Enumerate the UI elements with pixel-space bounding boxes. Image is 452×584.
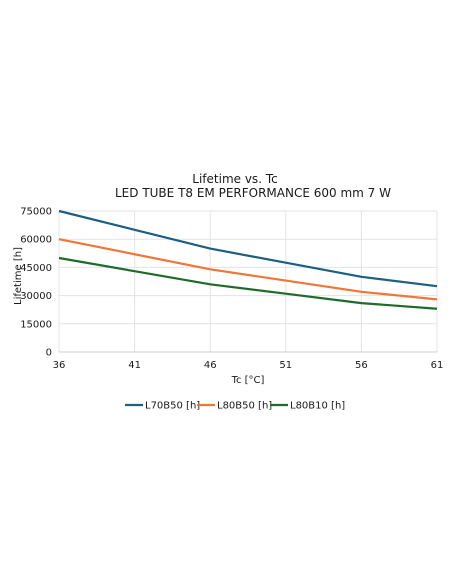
data-point	[57, 256, 62, 261]
x-tick-label: 46	[204, 360, 217, 371]
data-point	[435, 297, 440, 302]
series-lines	[57, 209, 440, 311]
legend-label: L80B10 [h]	[290, 401, 345, 412]
x-tick-label: 51	[279, 360, 292, 371]
data-point	[132, 227, 137, 232]
x-tick-label: 36	[53, 360, 66, 371]
y-tick-label: 75000	[20, 207, 52, 218]
data-point	[132, 269, 137, 274]
x-tick-label: 41	[128, 360, 141, 371]
data-point	[359, 289, 364, 294]
data-point	[57, 237, 62, 242]
data-point	[283, 278, 288, 283]
data-point	[57, 209, 62, 214]
chart-subtitle: LED TUBE T8 EM PERFORMANCE 600 mm 7 W	[115, 186, 391, 200]
data-point	[359, 301, 364, 306]
y-tick-label: 0	[46, 348, 52, 359]
y-tick-label: 15000	[20, 319, 52, 330]
legend-label: L70B50 [h]	[145, 401, 200, 412]
series-line	[58, 256, 438, 310]
data-point	[132, 252, 137, 257]
data-point	[435, 306, 440, 311]
data-point	[283, 260, 288, 265]
y-tick-label: 30000	[20, 291, 52, 302]
legend-label: L80B50 [h]	[217, 401, 272, 412]
data-point	[208, 267, 213, 272]
x-tick-label: 61	[431, 360, 444, 371]
data-point	[208, 246, 213, 251]
y-axis-label: Lifetime [h]	[13, 247, 24, 305]
axes: 0 15000 30000 45000 60000 75000 36 41 46 51 56 61	[20, 207, 443, 372]
grid	[58, 210, 438, 353]
data-point	[283, 291, 288, 296]
y-tick-label: 45000	[20, 263, 52, 274]
x-tick-label: 56	[355, 360, 368, 371]
y-tick-label: 60000	[20, 235, 52, 246]
data-point	[359, 274, 364, 279]
data-point	[435, 284, 440, 289]
x-axis-label: Tc [°C]	[231, 375, 265, 386]
legend: L70B50 [h] L80B50 [h] L80B10 [h]	[125, 401, 345, 412]
series-line	[58, 238, 438, 301]
data-point	[208, 282, 213, 287]
chart-title: Lifetime vs. Tc	[192, 172, 277, 186]
series-line	[58, 209, 438, 288]
